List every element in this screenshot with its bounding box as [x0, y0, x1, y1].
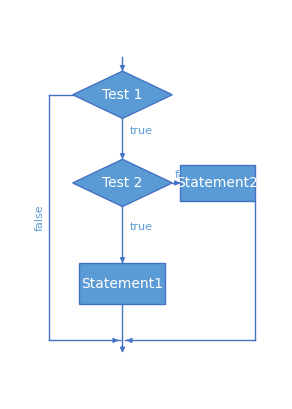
- Text: Statement1: Statement1: [81, 277, 164, 291]
- Text: true: true: [129, 126, 152, 136]
- Text: true: true: [129, 222, 152, 232]
- Text: Statement2: Statement2: [177, 176, 258, 190]
- FancyBboxPatch shape: [180, 165, 255, 201]
- Text: Test 2: Test 2: [102, 176, 143, 190]
- Text: Test 1: Test 1: [102, 88, 143, 102]
- Text: false: false: [175, 170, 201, 180]
- Polygon shape: [73, 71, 172, 118]
- Text: false: false: [35, 204, 45, 231]
- FancyBboxPatch shape: [79, 263, 166, 304]
- Polygon shape: [73, 160, 172, 207]
